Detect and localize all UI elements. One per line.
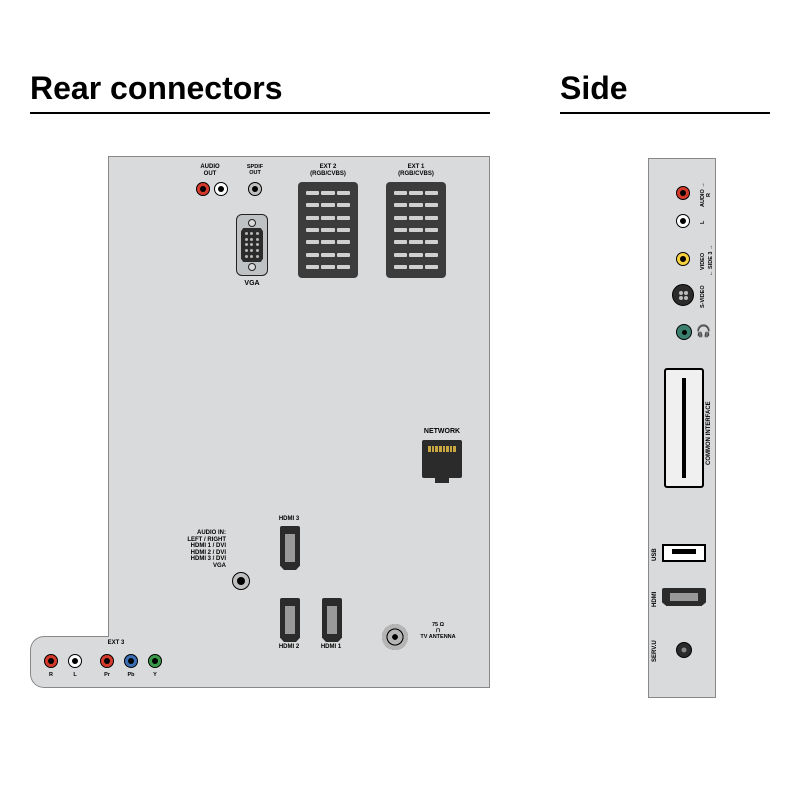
rj45-network [422, 440, 462, 478]
hdmi-3 [280, 526, 300, 570]
side-rca-audio-l [676, 214, 690, 228]
label-hdmi3: HDMI 3 [274, 516, 304, 523]
scart-ext2 [298, 182, 358, 278]
label-ci: COMMON INTERFACE [706, 388, 713, 478]
label-serv: SERV.U [652, 636, 659, 666]
side-rca-video [676, 252, 690, 266]
underline-side [560, 112, 770, 114]
side-hdmi [662, 588, 706, 606]
rca-ext3-pb [124, 654, 138, 668]
label-side-audio-r: AUDIO → R [700, 180, 712, 210]
label-hdmi1: HDMI 1 [316, 644, 346, 651]
label-side3-group: ← SIDE 3 → [708, 230, 714, 290]
label-side-hdmi: HDMI [652, 586, 659, 612]
side-svideo [672, 284, 694, 306]
headphone-icon: 🎧 [696, 324, 711, 338]
usb-port [662, 544, 706, 562]
label-audio-in: AUDIO IN: LEFT / RIGHT HDMI 1 / DVI HDMI… [160, 530, 226, 570]
label-hdmi2: HDMI 2 [274, 644, 304, 651]
rca-audio-in [232, 572, 250, 590]
label-antenna: 75 Ω ⊓ TV ANTENNA [416, 622, 460, 640]
label-side-audio-l: L [700, 214, 706, 230]
rca-ext3-y [148, 654, 162, 668]
label-ext2: EXT 2 (RGB/CVBS) [296, 164, 360, 177]
label-vga: VGA [240, 280, 264, 288]
heading-rear: Rear connectors [30, 70, 283, 107]
rca-ext3-r [44, 654, 58, 668]
label-audio-out: AUDIO OUT [192, 164, 228, 177]
vga-port [236, 214, 268, 276]
rca-audio-out-r [214, 182, 228, 196]
label-ext3-group: EXT 3 [96, 640, 136, 647]
side-rca-audio-r [676, 186, 690, 200]
hdmi-2 [280, 598, 300, 642]
rca-ext3-l [68, 654, 82, 668]
label-ext1: EXT 1 (RGB/CVBS) [384, 164, 448, 177]
label-ext3-r: R [46, 672, 56, 678]
rca-spdif-out [248, 182, 262, 196]
rca-audio-out-l [196, 182, 210, 196]
label-ext3-pb: Pb [124, 672, 138, 678]
ci-slot [664, 368, 704, 488]
hdmi-1 [322, 598, 342, 642]
underline-rear [30, 112, 490, 114]
serv-port [676, 642, 692, 658]
label-usb: USB [652, 544, 659, 566]
label-spdif: SPDIF OUT [240, 164, 270, 176]
side-headphone-jack [676, 324, 692, 340]
label-network: NETWORK [418, 428, 466, 436]
label-ext3-y: Y [150, 672, 160, 678]
label-ext3-pr: Pr [100, 672, 114, 678]
rca-ext3-pr [100, 654, 114, 668]
scart-ext1 [386, 182, 446, 278]
label-side-video: VIDEO [700, 246, 706, 276]
heading-side: Side [560, 70, 628, 107]
coax-antenna [382, 624, 408, 650]
label-side-svideo: S-VIDEO [700, 280, 706, 314]
label-ext3-l: L [70, 672, 80, 678]
